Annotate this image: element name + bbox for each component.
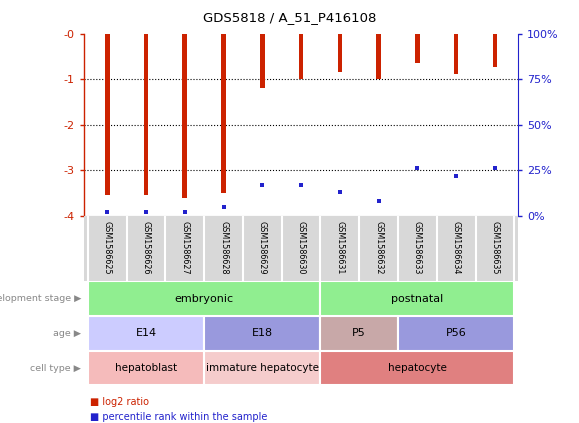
Text: GSM1586632: GSM1586632: [374, 221, 383, 275]
Bar: [204, 316, 320, 351]
Text: GSM1586634: GSM1586634: [452, 221, 461, 275]
Text: immature hepatocyte: immature hepatocyte: [206, 363, 319, 373]
Text: development stage ▶: development stage ▶: [0, 294, 81, 303]
Text: P5: P5: [353, 328, 366, 338]
Bar: [454, 34, 459, 74]
Bar: [415, 34, 420, 63]
Bar: [493, 34, 497, 66]
Text: cell type ▶: cell type ▶: [30, 363, 81, 373]
Bar: [398, 316, 514, 351]
Text: ■ log2 ratio: ■ log2 ratio: [90, 397, 149, 407]
Text: GSM1586635: GSM1586635: [490, 221, 500, 275]
Bar: [105, 34, 109, 195]
Bar: [320, 281, 514, 316]
Text: E18: E18: [252, 328, 273, 338]
Bar: [376, 34, 381, 80]
Text: GSM1586629: GSM1586629: [258, 221, 267, 275]
Bar: [204, 351, 320, 385]
Text: GSM1586627: GSM1586627: [180, 221, 189, 275]
Bar: [88, 351, 204, 385]
Bar: [144, 34, 148, 195]
Bar: [320, 351, 514, 385]
Text: GSM1586626: GSM1586626: [141, 221, 151, 275]
Text: embryonic: embryonic: [175, 294, 234, 304]
Text: ■ percentile rank within the sample: ■ percentile rank within the sample: [90, 412, 267, 422]
Text: P56: P56: [446, 328, 467, 338]
Text: GSM1586633: GSM1586633: [413, 221, 422, 275]
Bar: [338, 34, 342, 72]
Bar: [182, 34, 187, 198]
Bar: [320, 316, 398, 351]
Text: GSM1586630: GSM1586630: [296, 221, 306, 275]
Text: GDS5818 / A_51_P416108: GDS5818 / A_51_P416108: [203, 11, 376, 24]
Text: age ▶: age ▶: [53, 329, 81, 338]
Bar: [88, 316, 204, 351]
Text: E14: E14: [135, 328, 156, 338]
Bar: [88, 281, 320, 316]
Bar: [221, 34, 226, 193]
Text: hepatocyte: hepatocyte: [388, 363, 447, 373]
Text: GSM1586625: GSM1586625: [102, 221, 112, 275]
Text: hepatoblast: hepatoblast: [115, 363, 177, 373]
Bar: [299, 34, 303, 80]
Text: postnatal: postnatal: [391, 294, 444, 304]
Text: GSM1586628: GSM1586628: [219, 221, 228, 275]
Bar: [260, 34, 265, 88]
Text: GSM1586631: GSM1586631: [335, 221, 345, 275]
